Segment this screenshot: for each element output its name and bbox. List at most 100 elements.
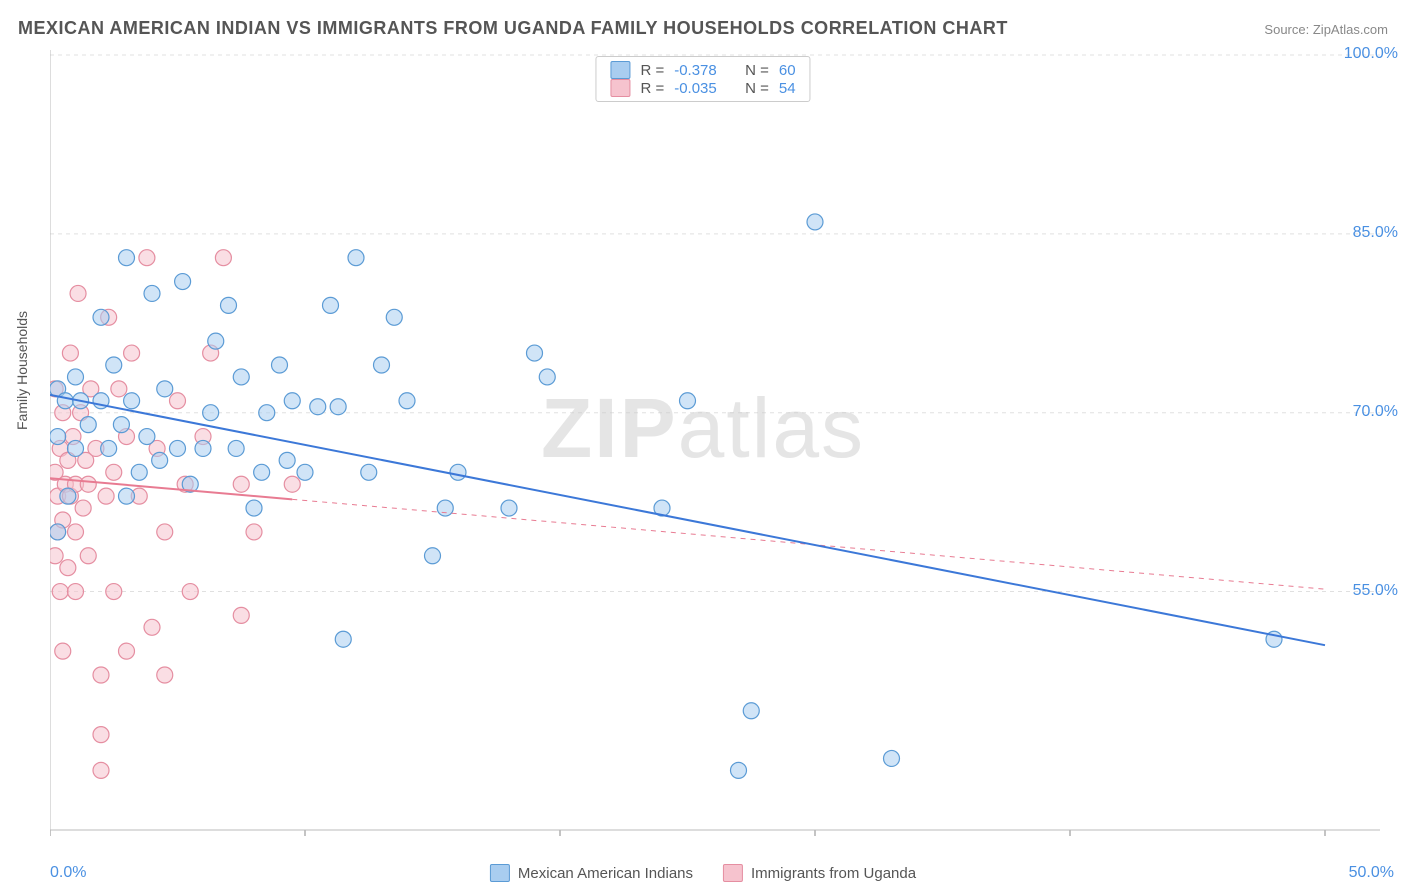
data-point: [437, 500, 453, 516]
data-point: [348, 250, 364, 266]
chart-title: MEXICAN AMERICAN INDIAN VS IMMIGRANTS FR…: [18, 18, 1008, 39]
data-point: [57, 393, 73, 409]
data-point: [113, 417, 129, 433]
data-point: [144, 619, 160, 635]
data-point: [68, 440, 84, 456]
y-axis-label: Family Households: [14, 311, 30, 430]
data-point: [101, 440, 117, 456]
data-point: [139, 429, 155, 445]
data-point: [80, 476, 96, 492]
data-point: [124, 393, 140, 409]
correlation-row: R = -0.378 N = 60: [610, 61, 795, 79]
data-point: [152, 452, 168, 468]
data-point: [93, 309, 109, 325]
data-point: [450, 464, 466, 480]
data-point: [374, 357, 390, 373]
y-tick-label: 100.0%: [1344, 45, 1398, 63]
correlation-legend: R = -0.378 N = 60 R = -0.035 N = 54: [595, 56, 810, 102]
x-tick-min: 0.0%: [50, 864, 86, 882]
swatch-icon: [610, 79, 630, 97]
data-point: [80, 548, 96, 564]
data-point: [215, 250, 231, 266]
r-value: -0.035: [674, 80, 717, 97]
legend-label: Mexican American Indians: [518, 865, 693, 882]
data-point: [323, 297, 339, 313]
data-point: [93, 727, 109, 743]
data-point: [335, 631, 351, 647]
source-link[interactable]: ZipAtlas.com: [1313, 22, 1388, 37]
data-point: [731, 762, 747, 778]
data-point: [68, 584, 84, 600]
data-point: [680, 393, 696, 409]
data-point: [157, 524, 173, 540]
data-point: [501, 500, 517, 516]
n-label: N =: [745, 62, 769, 79]
data-point: [539, 369, 555, 385]
data-point: [68, 369, 84, 385]
data-point: [119, 488, 135, 504]
data-point: [93, 667, 109, 683]
data-point: [233, 369, 249, 385]
data-point: [272, 357, 288, 373]
data-point: [195, 440, 211, 456]
data-point: [254, 464, 270, 480]
data-point: [425, 548, 441, 564]
n-value: 60: [779, 62, 796, 79]
data-point: [182, 584, 198, 600]
data-point: [228, 440, 244, 456]
data-point: [246, 500, 262, 516]
data-point: [55, 643, 71, 659]
data-point: [310, 399, 326, 415]
data-point: [233, 476, 249, 492]
data-point: [80, 417, 96, 433]
data-point: [203, 405, 219, 421]
data-point: [170, 393, 186, 409]
data-point: [233, 607, 249, 623]
data-point: [50, 548, 63, 564]
data-point: [60, 488, 76, 504]
series-legend: Mexican American Indians Immigrants from…: [490, 864, 916, 882]
data-point: [361, 464, 377, 480]
data-point: [170, 440, 186, 456]
data-point: [221, 297, 237, 313]
data-point: [111, 381, 127, 397]
data-point: [106, 357, 122, 373]
data-point: [527, 345, 543, 361]
y-tick-label: 55.0%: [1353, 582, 1398, 600]
data-point: [157, 381, 173, 397]
data-point: [284, 393, 300, 409]
n-label: N =: [745, 80, 769, 97]
data-point: [50, 429, 66, 445]
data-point: [208, 333, 224, 349]
data-point: [386, 309, 402, 325]
swatch-icon: [490, 864, 510, 882]
data-point: [106, 464, 122, 480]
data-point: [93, 762, 109, 778]
data-point: [259, 405, 275, 421]
data-point: [75, 500, 91, 516]
source-label: Source:: [1264, 22, 1309, 37]
data-point: [119, 250, 135, 266]
data-point: [124, 345, 140, 361]
data-point: [106, 584, 122, 600]
data-point: [52, 584, 68, 600]
r-label: R =: [640, 62, 664, 79]
data-point: [98, 488, 114, 504]
data-point: [279, 452, 295, 468]
data-point: [50, 524, 66, 540]
swatch-icon: [723, 864, 743, 882]
data-point: [284, 476, 300, 492]
data-point: [157, 667, 173, 683]
data-point: [70, 285, 86, 301]
data-point: [884, 750, 900, 766]
data-point: [399, 393, 415, 409]
x-tick-max: 50.0%: [1349, 864, 1394, 882]
y-tick-label: 70.0%: [1353, 403, 1398, 421]
legend-item-blue: Mexican American Indians: [490, 864, 693, 882]
data-point: [297, 464, 313, 480]
scatter-plot: [50, 50, 1380, 840]
data-point: [807, 214, 823, 230]
legend-label: Immigrants from Uganda: [751, 865, 916, 882]
data-point: [246, 524, 262, 540]
swatch-icon: [610, 61, 630, 79]
